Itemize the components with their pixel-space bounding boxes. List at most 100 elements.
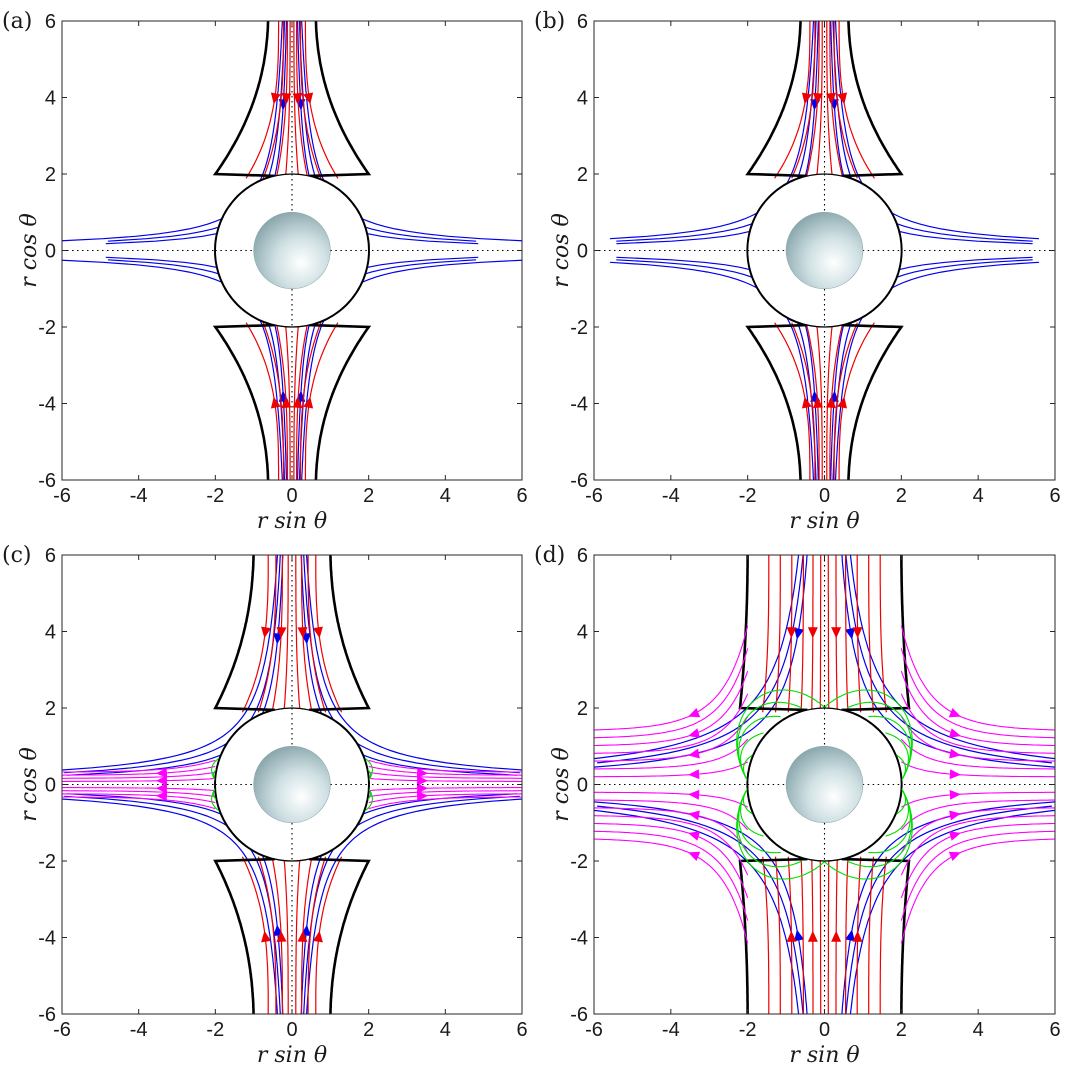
inner-streamline-arrow: [281, 92, 292, 105]
magenta-streamline-arrow: [155, 775, 167, 786]
x-axis-label: r sin θ: [789, 1043, 859, 1068]
x-tick-label: -4: [130, 485, 148, 507]
x-tick-label: 0: [819, 1019, 830, 1041]
inner-streamline-arrow: [831, 627, 842, 639]
inner-streamline: [262, 322, 285, 480]
magenta-streamline-arrow: [416, 791, 429, 802]
inner-streamline: [307, 555, 327, 713]
magenta-streamline-arrow: [688, 851, 701, 862]
inner-streamline: [283, 859, 289, 1014]
magenta-streamline: [62, 765, 216, 776]
outer-streamline: [849, 809, 1055, 1014]
panel-label: (a): [2, 9, 32, 34]
outer-streamline-arrow: [794, 627, 804, 640]
x-tick-label: 6: [1049, 485, 1060, 507]
x-tick-label: -2: [206, 485, 224, 507]
y-tick-label: -4: [570, 394, 588, 416]
inner-streamline-arrow: [852, 930, 863, 942]
y-tick-label: -4: [38, 928, 56, 950]
magenta-streamline: [594, 625, 749, 731]
magenta-streamline: [594, 791, 748, 808]
magenta-streamline: [368, 793, 522, 804]
outer-streamline: [849, 555, 1055, 760]
magenta-streamline: [594, 799, 749, 831]
inner-streamline-arrow: [786, 627, 797, 639]
magenta-streamline: [594, 822, 749, 899]
inner-streamline-arrow: [270, 396, 281, 409]
green-streamline: [364, 788, 373, 812]
magenta-streamline: [594, 693, 749, 754]
y-axis-label: r cos θ: [549, 213, 574, 288]
magenta-streamline-arrow: [155, 791, 168, 802]
x-tick-label: -2: [739, 485, 757, 507]
green-streamline: [364, 757, 373, 781]
panel-label: (d): [534, 543, 565, 568]
y-tick-label: 2: [45, 698, 56, 720]
magenta-streamline-arrow: [416, 767, 429, 778]
magenta-streamline: [901, 791, 1055, 808]
magenta-streamline: [901, 761, 1055, 778]
inner-streamline-arrow: [801, 92, 812, 105]
x-tick-label: 2: [363, 485, 374, 507]
magenta-streamline: [594, 761, 748, 778]
inner-streamline: [845, 555, 849, 712]
inner-streamline: [845, 857, 849, 1014]
outer-streamline-arrow: [845, 929, 855, 942]
magenta-streamline: [62, 777, 216, 782]
inner-streamline: [879, 555, 887, 713]
x-tick-label: -6: [53, 485, 71, 507]
inner-streamline: [827, 555, 830, 709]
sphere: [785, 211, 864, 290]
outer-streamline: [841, 555, 1055, 768]
y-tick-label: -2: [570, 851, 588, 873]
green-streamline: [823, 689, 913, 781]
inner-streamline-arrow: [281, 396, 292, 409]
magenta-streamline: [368, 790, 522, 798]
x-tick-label: 4: [440, 485, 451, 507]
inner-streamline-arrow: [813, 396, 824, 409]
inner-streamline: [774, 555, 781, 713]
outer-streamline-arrow: [845, 627, 855, 640]
panel-d: -6 -4 -2 0 2 4 6 -6 -4 -2 0 2 4 6 r sin θ r cos θ (d): [534, 543, 1061, 1068]
magenta-streamline-arrow: [688, 728, 701, 738]
inner-streamline: [800, 555, 804, 712]
magenta-streamline: [594, 830, 749, 921]
magenta-streamline: [368, 759, 522, 773]
y-tick-label: 4: [45, 88, 56, 110]
panel-a: -6 -4 -2 0 2 4 6 -6 -4 -2 0 2 4 6 r sin θ r cos θ (a): [2, 9, 528, 534]
magenta-streamline: [594, 716, 749, 762]
x-tick-label: 0: [286, 485, 297, 507]
magenta-streamline-arrow: [688, 707, 701, 718]
inner-streamline-arrow: [303, 396, 314, 409]
sphere: [785, 745, 864, 824]
magenta-streamline-arrow: [417, 783, 429, 794]
y-tick-label: 6: [577, 545, 588, 567]
inner-streamline-arrow: [276, 930, 287, 943]
x-tick-label: 2: [896, 485, 907, 507]
inner-streamline-arrow: [292, 396, 303, 409]
magenta-streamline: [594, 670, 749, 747]
x-tick-label: 6: [516, 1019, 527, 1041]
y-tick-label: -2: [38, 317, 56, 339]
panel-c: -6 -4 -2 0 2 4 6 -6 -4 -2 0 2 4 6 r sin θ r cos θ (c): [2, 543, 528, 1068]
x-axis-label: r sin θ: [789, 509, 859, 534]
inner-streamline-arrow: [313, 626, 323, 639]
magenta-streamline: [368, 771, 522, 779]
inner-streamline-arrow: [270, 92, 281, 105]
inner-streamline: [819, 555, 822, 709]
magenta-streamline-arrow: [948, 707, 961, 718]
inner-streamline: [257, 555, 277, 713]
magenta-streamline: [594, 807, 749, 853]
y-tick-label: 2: [45, 164, 56, 186]
magenta-streamline-arrow: [688, 769, 700, 780]
x-tick-label: -4: [130, 1019, 148, 1041]
inner-streamline-arrow: [825, 92, 836, 105]
magenta-streamline: [368, 777, 522, 782]
magenta-streamline: [900, 799, 1055, 831]
x-tick-label: 4: [440, 1019, 451, 1041]
green-streamline: [211, 757, 220, 781]
green-streamline: [823, 788, 913, 880]
inner-streamline: [833, 322, 858, 480]
x-axis-label: r sin θ: [257, 509, 327, 534]
